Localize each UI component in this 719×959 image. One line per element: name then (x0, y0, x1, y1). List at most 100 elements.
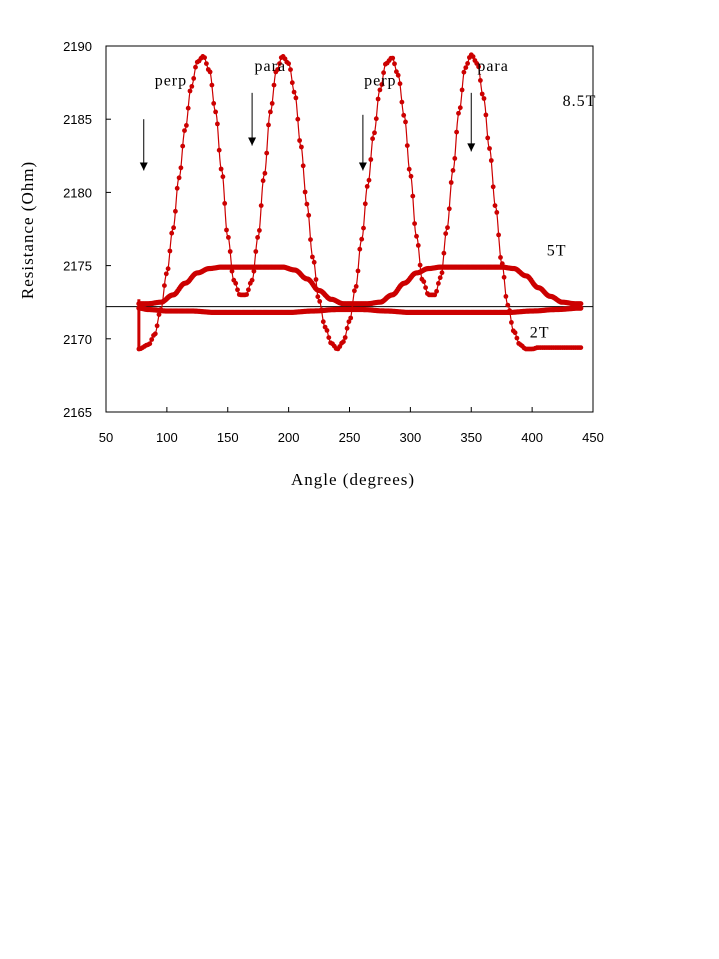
data-point (399, 99, 405, 105)
y-tick-label: 2175 (63, 259, 92, 274)
data-point (308, 237, 313, 243)
data-point (461, 69, 467, 75)
data-point (372, 130, 377, 136)
data-point (352, 288, 357, 294)
data-point (439, 270, 445, 276)
data-point (362, 201, 368, 207)
data-point (149, 337, 155, 342)
data-point (313, 277, 319, 282)
data-point (154, 323, 160, 329)
data-point (505, 302, 511, 308)
data-point (357, 246, 363, 252)
data-point (395, 72, 401, 78)
data-point (299, 144, 304, 150)
data-point (202, 55, 208, 60)
data-point (509, 320, 514, 325)
data-point (187, 88, 193, 94)
data-point (269, 101, 275, 106)
annotation-label: para (477, 58, 509, 75)
data-point (481, 96, 487, 101)
data-point (264, 150, 270, 156)
data-point (341, 339, 346, 345)
data-point (156, 312, 162, 317)
data-point (432, 292, 438, 298)
data-point (227, 249, 233, 254)
data-point (406, 166, 412, 172)
data-point (209, 82, 215, 88)
series-2t (136, 305, 584, 315)
plot-area-frame (105, 45, 594, 413)
data-point (288, 67, 293, 72)
data-point (487, 146, 492, 151)
data-point (226, 235, 231, 240)
data-point (488, 158, 494, 163)
data-point (494, 210, 500, 215)
data-point (304, 201, 310, 207)
data-point (215, 121, 220, 127)
data-point (162, 283, 167, 288)
data-point (496, 232, 501, 238)
data-point (454, 129, 459, 135)
data-point (512, 330, 518, 336)
y-axis: 2165 2170 2175 2180 2185 2190 (63, 39, 111, 420)
data-point (220, 174, 226, 180)
data-point (286, 61, 291, 66)
arrow-head (248, 137, 257, 146)
data-point (492, 203, 498, 209)
data-point (355, 268, 361, 274)
data-point (167, 248, 173, 254)
data-point (306, 212, 312, 218)
data-point (421, 279, 427, 284)
data-point (437, 275, 443, 281)
x-axis: 50 100 150 200 250 300 350 400 450 (99, 407, 604, 445)
data-point (514, 335, 520, 341)
data-point (443, 231, 449, 237)
y-tick-label: 2190 (63, 39, 92, 54)
data-point (147, 341, 153, 347)
data-point (344, 325, 350, 331)
data-point (436, 281, 441, 286)
data-point (204, 61, 209, 66)
data-point (189, 84, 195, 89)
data-point (320, 319, 326, 325)
data-point (224, 227, 229, 233)
data-point (379, 82, 385, 87)
data-point (404, 143, 410, 149)
data-point (410, 193, 416, 199)
data-point (185, 105, 191, 111)
x-tick-label: 100 (156, 430, 178, 445)
data-point (211, 101, 217, 106)
data-point (271, 82, 277, 88)
data-point (207, 69, 213, 75)
data-point (275, 67, 281, 72)
data-point (251, 268, 257, 274)
x-tick-label: 350 (460, 430, 482, 445)
data-point (459, 87, 465, 93)
data-point (297, 138, 302, 143)
data-point (277, 61, 282, 66)
data-point (310, 254, 315, 260)
data-point (381, 70, 386, 76)
annotation-label: para (255, 58, 287, 75)
annotation-label: 5T (547, 242, 567, 259)
data-point (373, 116, 379, 122)
data-point (470, 54, 476, 59)
data-point (262, 170, 268, 176)
x-tick-label: 450 (582, 430, 604, 445)
data-point (302, 189, 308, 195)
data-point (246, 287, 251, 293)
data-point (359, 236, 365, 242)
data-point (268, 109, 273, 115)
data-point (452, 156, 458, 161)
arrow-head (139, 162, 148, 171)
data-point (403, 119, 408, 125)
y-tick-label: 2180 (63, 185, 92, 200)
data-point (324, 328, 330, 333)
data-point (375, 96, 381, 102)
data-point (414, 233, 419, 239)
data-point (171, 225, 177, 231)
y-tick-label: 2185 (63, 112, 92, 127)
data-point (401, 112, 407, 118)
data-point (289, 80, 295, 86)
y-tick-label: 2165 (63, 405, 92, 420)
